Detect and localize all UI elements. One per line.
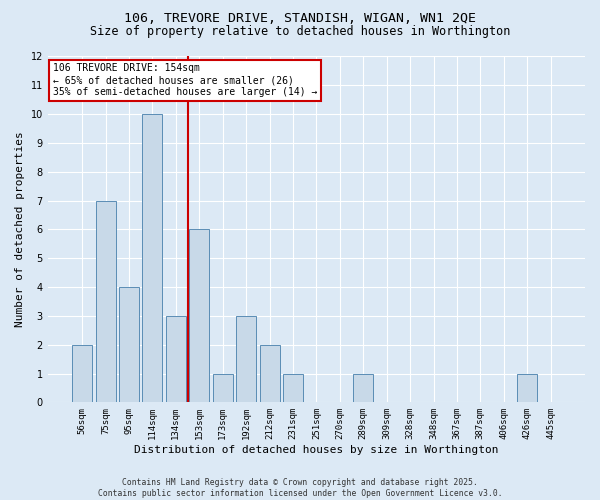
Bar: [95, 200, 116, 402]
Bar: [517, 374, 537, 402]
Bar: [353, 374, 373, 402]
Bar: [166, 316, 186, 402]
Text: 106 TREVORE DRIVE: 154sqm
← 65% of detached houses are smaller (26)
35% of semi-: 106 TREVORE DRIVE: 154sqm ← 65% of detac…: [53, 64, 317, 96]
Bar: [236, 316, 256, 402]
Text: 106, TREVORE DRIVE, STANDISH, WIGAN, WN1 2QE: 106, TREVORE DRIVE, STANDISH, WIGAN, WN1…: [124, 12, 476, 26]
Bar: [283, 374, 303, 402]
Bar: [260, 344, 280, 403]
Bar: [213, 374, 233, 402]
Y-axis label: Number of detached properties: Number of detached properties: [15, 132, 25, 328]
Text: Size of property relative to detached houses in Worthington: Size of property relative to detached ho…: [90, 25, 510, 38]
Bar: [190, 230, 209, 402]
X-axis label: Distribution of detached houses by size in Worthington: Distribution of detached houses by size …: [134, 445, 499, 455]
Text: Contains HM Land Registry data © Crown copyright and database right 2025.
Contai: Contains HM Land Registry data © Crown c…: [98, 478, 502, 498]
Bar: [142, 114, 163, 403]
Bar: [119, 287, 139, 403]
Bar: [72, 344, 92, 403]
